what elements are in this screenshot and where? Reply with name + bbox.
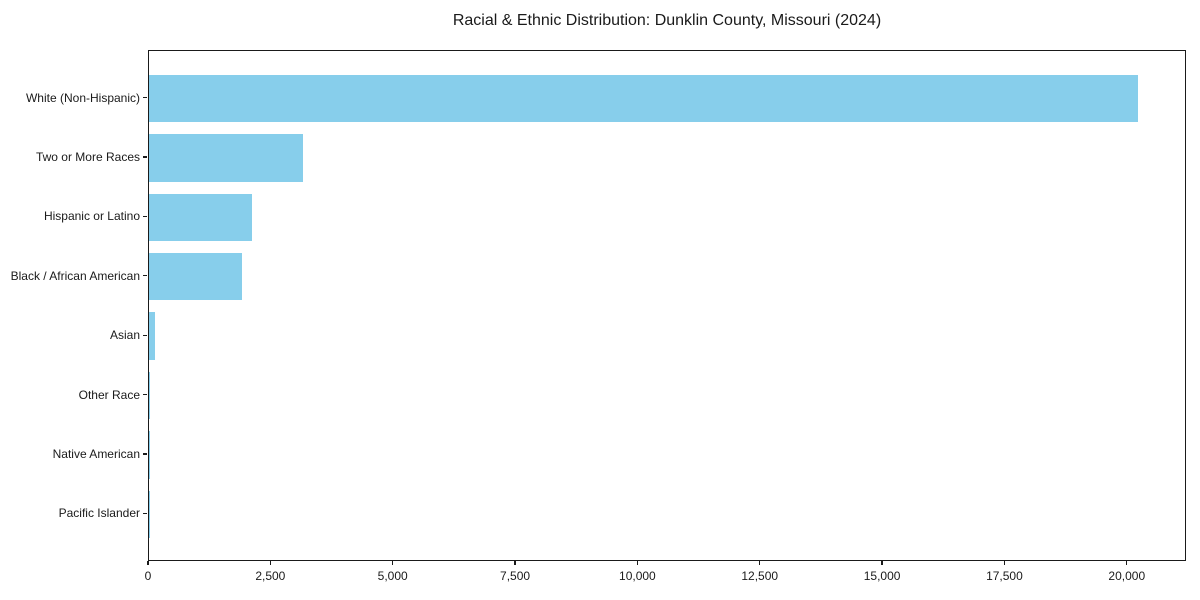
y-tick-label-white-non-hispanic: White (Non-Hispanic): [25, 90, 140, 105]
bar-native-american: [149, 431, 150, 479]
y-tick-mark-asian: [143, 334, 148, 336]
x-tick-label-7500: 7,500: [500, 569, 531, 583]
x-tick-label-5000: 5,000: [377, 569, 408, 583]
x-tick-label-12500: 12,500: [741, 569, 779, 583]
x-tick-label-2500: 2,500: [255, 569, 286, 583]
y-tick-label-other-race: Other Race: [78, 387, 140, 402]
y-tick-mark-pacific-islander: [143, 512, 148, 514]
x-tick-label-0: 0: [144, 569, 152, 583]
bar-two-or-more-races: [149, 134, 303, 182]
bar-other-race: [149, 371, 151, 420]
y-tick-mark-black-african-american: [143, 275, 148, 277]
y-tick-mark-other-race: [143, 393, 148, 396]
y-tick-mark-two-or-more-races: [143, 156, 148, 158]
y-tick-mark-native-american: [143, 453, 148, 455]
x-tick-label-17500: 17,500: [986, 569, 1023, 583]
x-tick-mark-0: [147, 561, 149, 565]
x-tick-mark-2500: [269, 561, 271, 565]
bar-white-non-hispanic: [149, 74, 1138, 123]
y-tick-label-asian: Asian: [109, 328, 140, 343]
x-tick-label-20000: 20,000: [1108, 569, 1146, 583]
y-tick-label-two-or-more-races: Two or More Races: [35, 149, 140, 164]
y-tick-label-native-american: Native American: [52, 446, 140, 461]
x-tick-mark-10000: [636, 561, 638, 565]
y-tick-mark-white-non-hispanic: [143, 96, 148, 99]
bar-asian: [149, 312, 155, 360]
plot-area: [148, 50, 1186, 561]
y-tick-label-pacific-islander: Pacific Islander: [58, 506, 140, 521]
x-tick-mark-15000: [881, 561, 883, 565]
y-tick-label-hispanic-or-latino: Hispanic or Latino: [43, 209, 140, 224]
bar-black-african-american: [149, 252, 243, 301]
bar-hispanic-or-latino: [149, 193, 252, 242]
x-tick-mark-7500: [514, 561, 516, 565]
x-tick-label-15000: 15,000: [863, 569, 901, 583]
y-tick-label-black-african-american: Black / African American: [10, 268, 140, 283]
y-tick-mark-hispanic-or-latino: [143, 215, 148, 217]
x-tick-mark-17500: [1003, 561, 1006, 565]
x-tick-mark-12500: [759, 561, 761, 565]
x-tick-label-10000: 10,000: [619, 569, 656, 583]
chart-title: Racial & Ethnic Distribution: Dunklin Co…: [452, 12, 882, 29]
x-tick-mark-5000: [392, 561, 394, 565]
x-tick-mark-20000: [1126, 561, 1128, 565]
